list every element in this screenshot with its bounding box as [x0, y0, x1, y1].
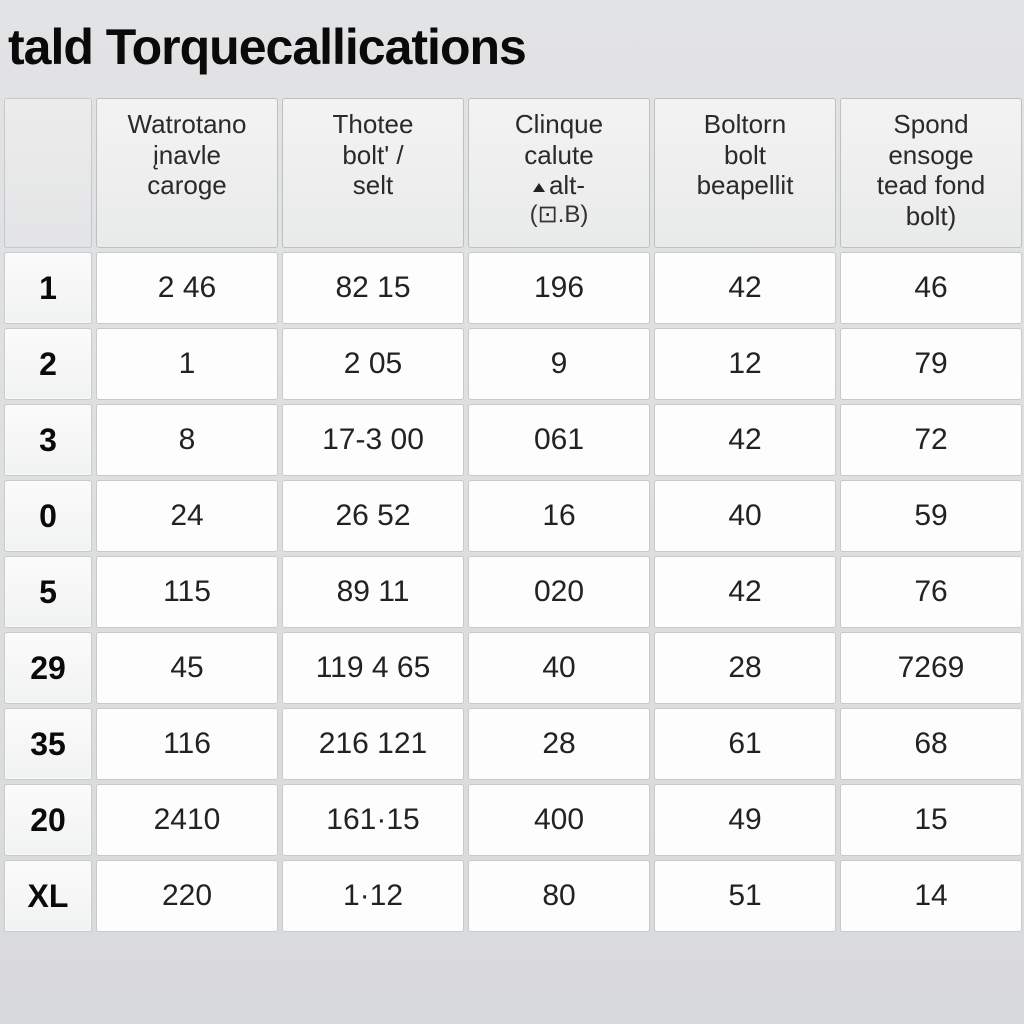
table-cell: 16	[468, 480, 650, 552]
table-cell: 2410	[96, 784, 278, 856]
table-cell: 89 11	[282, 556, 464, 628]
table-cell: 68	[840, 708, 1022, 780]
table-cell: 020	[468, 556, 650, 628]
table-cell: 8	[96, 404, 278, 476]
table-cell: 24	[96, 480, 278, 552]
col-header-line: bolt' /	[289, 140, 457, 171]
col-header-line: calute	[475, 140, 643, 171]
table-cell: 45	[96, 632, 278, 704]
col-header-line: Spond	[847, 109, 1015, 140]
col-header-line: Watrotano	[103, 109, 271, 140]
page-root: tald Torquecallications Watrotano įnavle…	[0, 0, 1024, 1024]
table-cell: 42	[654, 252, 836, 324]
col-header: Boltorn bolt beapellit	[654, 98, 836, 248]
table-cell: 17-3 00	[282, 404, 464, 476]
table-cell: 116	[96, 708, 278, 780]
table-cell: 28	[654, 632, 836, 704]
table-row: 1 2 46 82 15 196 42 46	[4, 252, 1022, 324]
table-header-row: Watrotano įnavle caroge Thotee bolt' / s…	[4, 98, 1022, 248]
col-header-line: alt-	[475, 170, 643, 201]
table-cell: 28	[468, 708, 650, 780]
col-header-line: caroge	[103, 170, 271, 201]
page-title: tald Torquecallications	[0, 18, 1008, 76]
table-cell: 196	[468, 252, 650, 324]
sort-arrow-icon	[533, 183, 545, 192]
row-head: 0	[4, 480, 92, 552]
row-head: 35	[4, 708, 92, 780]
row-head: 3	[4, 404, 92, 476]
table-row: 20 2410 161·15 400 49 15	[4, 784, 1022, 856]
table-row: 3 8 17-3 00 061 42 72	[4, 404, 1022, 476]
table-cell: 1	[96, 328, 278, 400]
col-header: Thotee bolt' / selt	[282, 98, 464, 248]
table-cell: 82 15	[282, 252, 464, 324]
col-header-line: Boltorn	[661, 109, 829, 140]
table-cell: 59	[840, 480, 1022, 552]
table-row: 5 115 89 11 020 42 76	[4, 556, 1022, 628]
table-cell: 26 52	[282, 480, 464, 552]
table-cell: 51	[654, 860, 836, 932]
spec-table: Watrotano įnavle caroge Thotee bolt' / s…	[0, 94, 1024, 936]
table-cell: 220	[96, 860, 278, 932]
table-cell: 115	[96, 556, 278, 628]
table-cell: 2 05	[282, 328, 464, 400]
col-header-line: įnavle	[103, 140, 271, 171]
table-row: 35 116 216 121 28 61 68	[4, 708, 1022, 780]
row-head: 2	[4, 328, 92, 400]
col-header-sub: (⊡.B)	[475, 201, 643, 229]
table-cell: 216 121	[282, 708, 464, 780]
col-header-line: selt	[289, 170, 457, 201]
table-row: 0 24 26 52 16 40 59	[4, 480, 1022, 552]
table-cell: 061	[468, 404, 650, 476]
row-head: 20	[4, 784, 92, 856]
table-cell: 61	[654, 708, 836, 780]
col-header-line: bolt	[661, 140, 829, 171]
table-body: 1 2 46 82 15 196 42 46 2 1 2 05 9 12 79 …	[4, 252, 1022, 932]
table-cell: 49	[654, 784, 836, 856]
table-cell: 79	[840, 328, 1022, 400]
table-cell: 72	[840, 404, 1022, 476]
table-cell: 40	[654, 480, 836, 552]
header-blank	[4, 98, 92, 248]
col-header-line: Clinque	[475, 109, 643, 140]
table-cell: 15	[840, 784, 1022, 856]
table-cell: 1·12	[282, 860, 464, 932]
table-cell: 42	[654, 404, 836, 476]
col-header-line: bolt)	[847, 201, 1015, 232]
table-cell: 42	[654, 556, 836, 628]
table-cell: 119 4 65	[282, 632, 464, 704]
col-header-line: Thotee	[289, 109, 457, 140]
row-head: 29	[4, 632, 92, 704]
col-header-line: tead fond	[847, 170, 1015, 201]
table-cell: 40	[468, 632, 650, 704]
table-row: XL 220 1·12 80 51 14	[4, 860, 1022, 932]
table-cell: 9	[468, 328, 650, 400]
table-cell: 14	[840, 860, 1022, 932]
table-cell: 12	[654, 328, 836, 400]
row-head: XL	[4, 860, 92, 932]
table-row: 29 45 119 4 65 40 28 7269	[4, 632, 1022, 704]
table-cell: 80	[468, 860, 650, 932]
table-row: 2 1 2 05 9 12 79	[4, 328, 1022, 400]
col-header-line: beapellit	[661, 170, 829, 201]
col-header: Watrotano įnavle caroge	[96, 98, 278, 248]
row-head: 5	[4, 556, 92, 628]
col-header-line: ensoge	[847, 140, 1015, 171]
table-cell: 46	[840, 252, 1022, 324]
col-header: Spond ensoge tead fond bolt)	[840, 98, 1022, 248]
table-cell: 76	[840, 556, 1022, 628]
table-cell: 7269	[840, 632, 1022, 704]
table-cell: 400	[468, 784, 650, 856]
col-header: Clinque calute alt- (⊡.B)	[468, 98, 650, 248]
row-head: 1	[4, 252, 92, 324]
table-cell: 161·15	[282, 784, 464, 856]
table-cell: 2 46	[96, 252, 278, 324]
